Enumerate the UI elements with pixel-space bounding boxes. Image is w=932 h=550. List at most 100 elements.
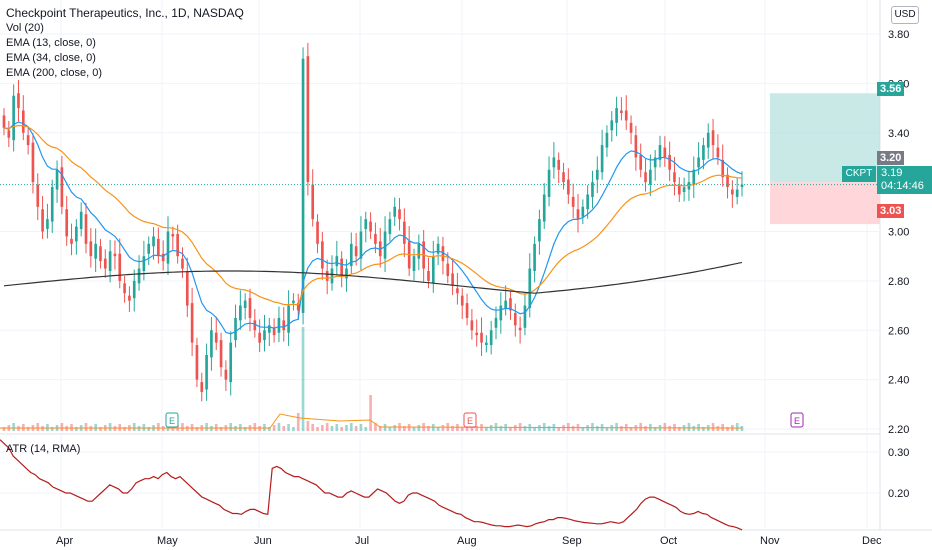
candle-body — [706, 132, 710, 148]
candle-body — [181, 258, 184, 269]
candle-body — [306, 56, 310, 183]
volume-bar — [292, 427, 295, 431]
last-price-value: 3.19 — [881, 167, 903, 179]
candle-body — [571, 196, 575, 207]
time-tick-label: Nov — [760, 535, 780, 547]
candle-body — [557, 159, 561, 170]
volume-bar — [321, 425, 324, 431]
ema13-line — [3, 121, 743, 335]
entry-price-tag: 3.20 — [877, 151, 905, 165]
symbol-title[interactable]: Checkpoint Therapeutics, Inc., 1D, NASDA… — [6, 6, 244, 20]
ema13-indicator-label[interactable]: EMA (13, close, 0) — [6, 37, 96, 49]
volume-bar — [605, 427, 609, 431]
volume-bar — [359, 424, 363, 431]
candle-body — [576, 209, 580, 220]
candle-body — [31, 142, 35, 183]
candle-body — [649, 169, 652, 185]
candle-body — [441, 246, 445, 262]
volume-bar — [735, 423, 739, 431]
candle-body — [21, 110, 25, 133]
candle-body — [152, 236, 155, 247]
bar-countdown: 04:14:46 — [881, 180, 924, 192]
volume-bar — [629, 427, 633, 431]
volume-bar — [581, 427, 585, 431]
candle-body — [470, 320, 474, 331]
candle-body — [345, 268, 348, 279]
volume-bar — [412, 427, 416, 431]
candle-body — [185, 271, 189, 306]
candle-body — [735, 189, 739, 197]
candle-body — [75, 226, 78, 242]
volume-bar — [740, 426, 744, 431]
volume-bar — [108, 423, 112, 431]
ticker-tag: CKPT — [842, 166, 876, 182]
candle-body — [65, 209, 69, 237]
candle-body — [702, 145, 705, 160]
stop-zone — [770, 182, 880, 225]
volume-bar — [330, 426, 334, 431]
candle-body — [639, 154, 643, 170]
candle-body — [89, 241, 93, 257]
candle-body — [349, 243, 353, 267]
candle-body — [108, 251, 112, 271]
candle-body — [393, 206, 397, 217]
candle-body — [518, 327, 522, 331]
candle-body — [99, 246, 102, 262]
candle-body — [494, 317, 498, 328]
volume-bar — [75, 427, 78, 431]
ema200-indicator-label[interactable]: EMA (200, close, 0) — [6, 67, 102, 79]
volume-bar — [219, 427, 223, 431]
target-price-tag: 3.56 — [877, 82, 905, 96]
candle-body — [383, 231, 387, 259]
ema200-line — [3, 261, 743, 294]
candle-body — [200, 382, 204, 392]
candle-body — [697, 157, 700, 168]
ema34-indicator-label[interactable]: EMA (34, close, 0) — [6, 52, 96, 64]
volume-bar — [591, 423, 594, 431]
candle-body — [456, 288, 459, 294]
candle-body — [340, 258, 343, 276]
volume-ma-line — [0, 413, 743, 429]
candle-body — [417, 243, 421, 259]
candle-body — [176, 233, 179, 257]
candle-body — [205, 354, 208, 390]
candle-body — [157, 238, 160, 257]
earnings-marker — [463, 412, 477, 428]
volume-bar — [374, 423, 377, 431]
candle-body — [711, 130, 715, 146]
volume-bar — [26, 427, 30, 431]
candle-body — [272, 327, 276, 336]
candle-body — [214, 332, 218, 343]
candle-body — [316, 221, 319, 244]
volume-bar — [340, 427, 343, 431]
volume-bar — [36, 423, 40, 431]
candle-body — [137, 268, 141, 284]
volume-bar — [615, 423, 618, 431]
price-tick-label: 3.80 — [888, 29, 909, 41]
volume-bar — [345, 425, 348, 431]
volume-bar — [417, 425, 421, 431]
volume-bar — [60, 423, 64, 431]
price-tick-label: 3.40 — [888, 128, 909, 140]
volume-bar — [644, 426, 647, 431]
volume-indicator-label[interactable]: Vol (20) — [6, 22, 44, 34]
ema34-line — [3, 124, 743, 306]
earnings-marker-label: E — [794, 416, 800, 426]
candle-body — [658, 145, 662, 160]
candle-body — [624, 110, 628, 121]
candle-body — [673, 172, 676, 183]
candle-body — [403, 221, 406, 244]
currency-button[interactable]: USD — [891, 6, 919, 24]
candle-body — [50, 187, 54, 222]
volume-bar — [147, 427, 151, 431]
candle-body — [412, 256, 416, 271]
volume-bar — [378, 426, 382, 431]
volume-bar — [123, 427, 126, 431]
volume-bar — [485, 427, 488, 431]
candle-body — [248, 298, 252, 318]
volume-bar — [547, 426, 551, 431]
candle-body — [321, 241, 324, 269]
candle-body — [267, 325, 271, 333]
atr-legend[interactable]: ATR (14, RMA) — [6, 443, 81, 455]
